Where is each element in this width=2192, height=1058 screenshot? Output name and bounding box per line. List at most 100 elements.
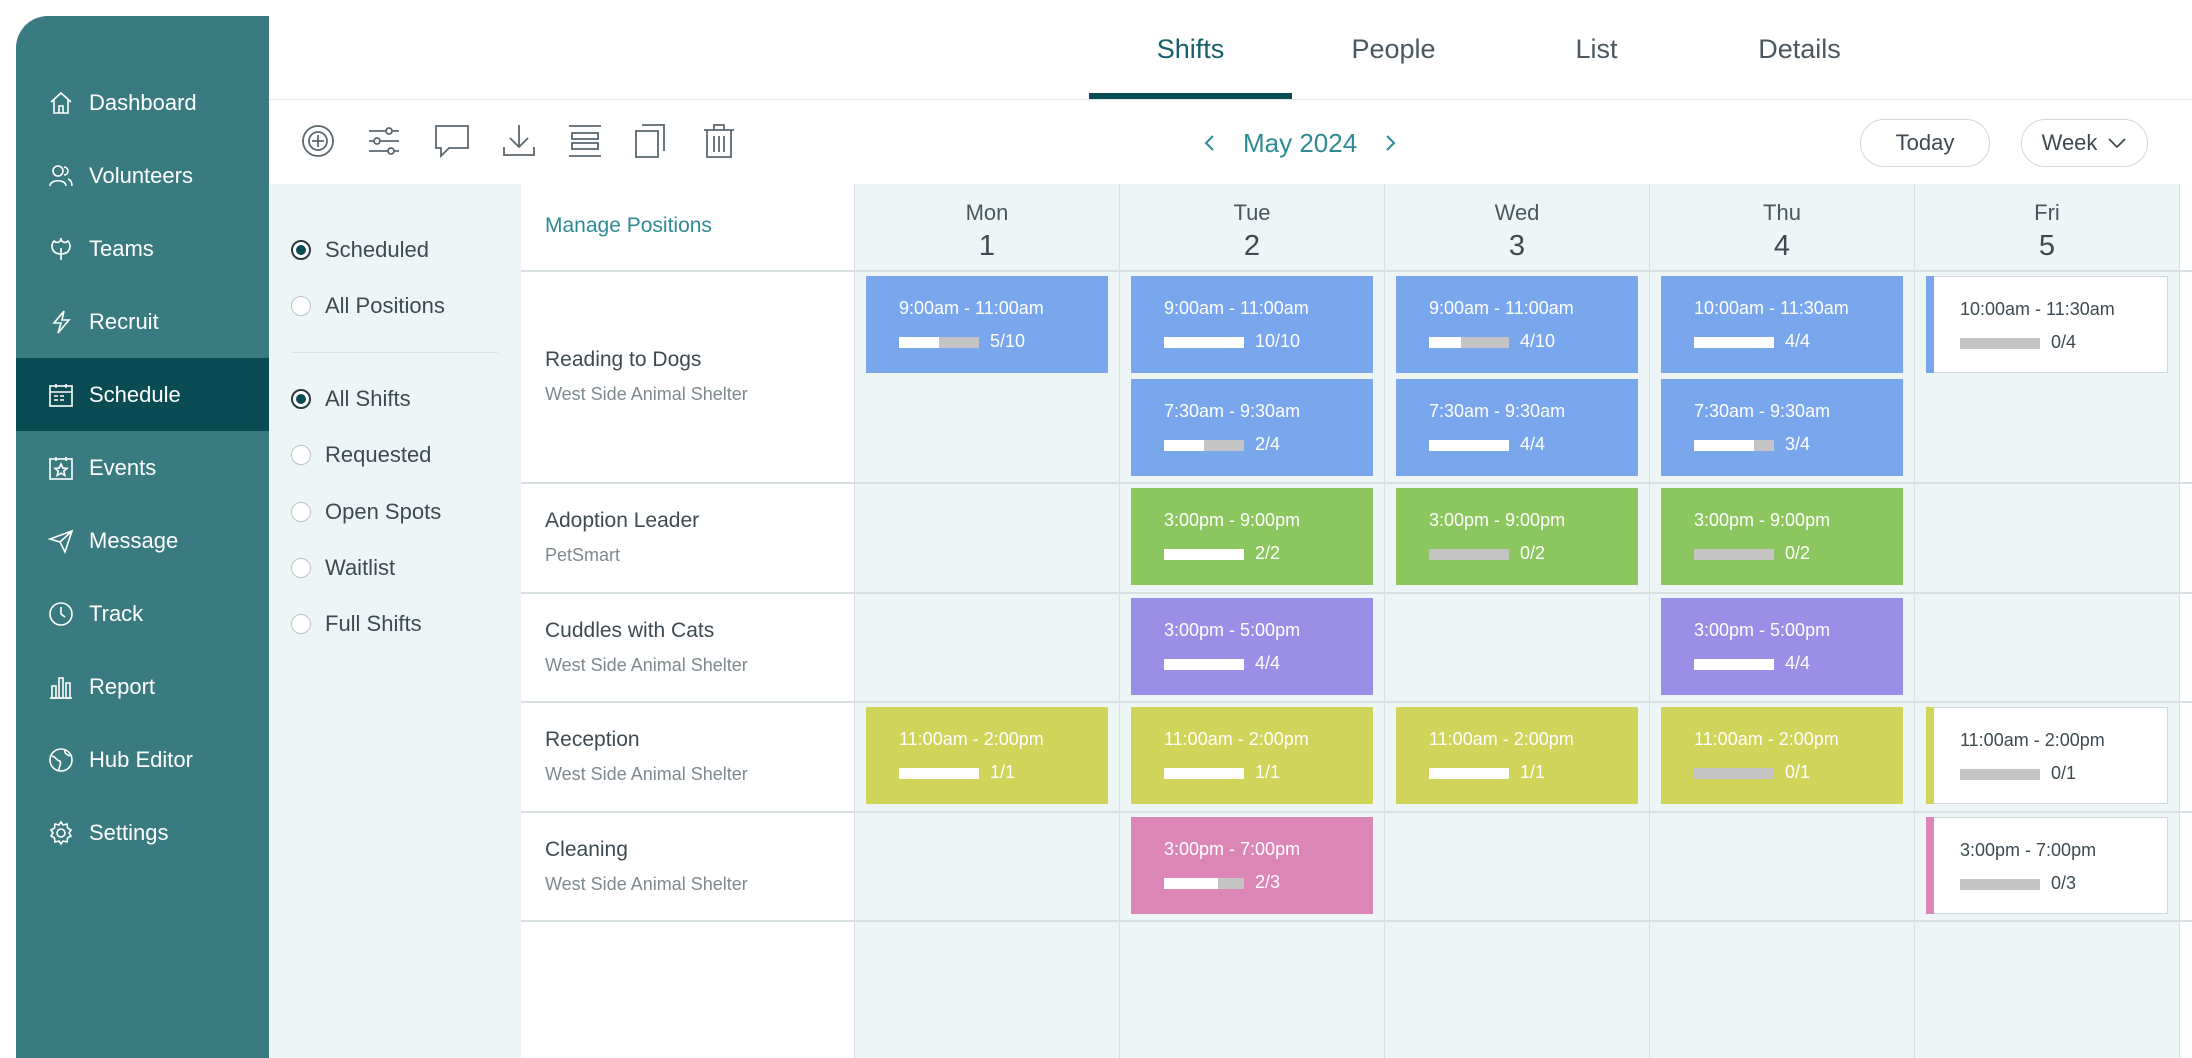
- shift-progress-bar: [899, 768, 979, 779]
- shift-card[interactable]: 3:00pm - 5:00pm 4/4: [1661, 598, 1903, 695]
- shift-progress-fill: [1429, 440, 1509, 451]
- shift-card[interactable]: 9:00am - 11:00am 5/10: [866, 276, 1108, 373]
- sidebar-item-teams[interactable]: Teams: [16, 212, 269, 285]
- shift-time: 7:30am - 9:30am: [1429, 401, 1566, 421]
- filters-icon[interactable]: [365, 121, 403, 161]
- shift-card[interactable]: 7:30am - 9:30am 3/4: [1661, 379, 1903, 476]
- sidebar-item-dashboard[interactable]: Dashboard: [16, 66, 269, 139]
- filter-scheduled[interactable]: Scheduled: [291, 235, 429, 265]
- shift-card[interactable]: 7:30am - 9:30am 4/4: [1396, 379, 1638, 476]
- add-shift-icon[interactable]: [299, 121, 337, 161]
- chevron-left-icon[interactable]: [1195, 123, 1225, 163]
- shift-card[interactable]: 3:00pm - 7:00pm 0/3: [1925, 816, 2168, 914]
- shift-count: 4/10: [1520, 331, 1556, 351]
- filter-waitlist[interactable]: Waitlist: [291, 553, 395, 583]
- view-tabs: Shifts People List Details: [269, 0, 2192, 100]
- shift-card[interactable]: 3:00pm - 9:00pm 0/2: [1396, 488, 1638, 585]
- shift-time: 3:00pm - 9:00pm: [1694, 510, 1831, 530]
- position-location: PetSmart: [545, 545, 621, 565]
- row-divider: [521, 811, 2192, 813]
- shift-count: 10/10: [1255, 331, 1301, 351]
- align-icon[interactable]: [566, 121, 604, 161]
- shift-time: 7:30am - 9:30am: [1694, 401, 1831, 421]
- day-number: 2: [1243, 230, 1261, 262]
- shift-progress-bar: [1694, 337, 1774, 348]
- sidebar-item-recruit[interactable]: Recruit: [16, 285, 269, 358]
- download-icon[interactable]: [500, 121, 538, 161]
- tab-shifts[interactable]: Shifts: [1156, 34, 1225, 64]
- shift-card[interactable]: 9:00am - 11:00am 10/10: [1131, 276, 1373, 373]
- shift-count: 1/1: [1255, 762, 1281, 782]
- shift-time: 9:00am - 11:00am: [899, 298, 1044, 318]
- schedule-grid: Manage Positions Reading to Dogs West Si…: [521, 184, 2192, 1058]
- radio[interactable]: [291, 502, 311, 522]
- shift-card[interactable]: 11:00am - 2:00pm 0/1: [1925, 706, 2168, 804]
- chevron-right-icon[interactable]: [1375, 123, 1405, 163]
- row-divider: [521, 701, 2192, 703]
- shift-progress-fill: [1164, 337, 1244, 348]
- shift-progress-fill: [1164, 768, 1244, 779]
- filter-requested[interactable]: Requested: [291, 440, 431, 470]
- sidebar-item-report[interactable]: Report: [16, 650, 269, 723]
- radio[interactable]: [291, 445, 311, 465]
- filter-open-spots[interactable]: Open Spots: [291, 497, 441, 527]
- filter-label: All Shifts: [325, 386, 411, 411]
- comment-icon[interactable]: [433, 121, 471, 161]
- shift-card[interactable]: 11:00am - 2:00pm 1/1: [1131, 707, 1373, 804]
- tab-people[interactable]: People: [1351, 34, 1436, 64]
- shift-card[interactable]: 11:00am - 2:00pm 1/1: [1396, 707, 1638, 804]
- view-select[interactable]: Week: [2021, 119, 2148, 167]
- shift-card[interactable]: 7:30am - 9:30am 2/4: [1131, 379, 1373, 476]
- position-name: Cleaning: [545, 838, 628, 861]
- shift-card[interactable]: 3:00pm - 9:00pm 2/2: [1131, 488, 1373, 585]
- shift-card[interactable]: 11:00am - 2:00pm 0/1: [1661, 707, 1903, 804]
- tab-details[interactable]: Details: [1758, 34, 1841, 64]
- globe-icon: [48, 747, 74, 773]
- shift-card[interactable]: 3:00pm - 7:00pm 2/3: [1131, 817, 1373, 914]
- star-calendar-icon: [48, 455, 74, 481]
- trash-icon[interactable]: [700, 121, 738, 161]
- shift-card[interactable]: 10:00am - 11:30am 0/4: [1925, 275, 2168, 373]
- shift-progress-bar: [1694, 768, 1774, 779]
- radio[interactable]: [291, 296, 311, 316]
- sidebar-item-events[interactable]: Events: [16, 431, 269, 504]
- shift-card[interactable]: 11:00am - 2:00pm 1/1: [866, 707, 1108, 804]
- shift-progress-fill: [1694, 659, 1774, 670]
- sidebar-item-label: Schedule: [89, 381, 181, 407]
- sidebar-item-hub-editor[interactable]: Hub Editor: [16, 723, 269, 796]
- people-icon: [48, 163, 74, 189]
- filter-full-shifts[interactable]: Full Shifts: [291, 609, 422, 639]
- shift-card[interactable]: 9:00am - 11:00am 4/10: [1396, 276, 1638, 373]
- shift-card[interactable]: 10:00am - 11:30am 4/4: [1661, 276, 1903, 373]
- shift-card[interactable]: 3:00pm - 9:00pm 0/2: [1661, 488, 1903, 585]
- shift-time: 11:00am - 2:00pm: [899, 729, 1044, 749]
- shift-progress-fill: [899, 768, 979, 779]
- shift-progress-bar: [1164, 768, 1244, 779]
- sidebar-item-settings[interactable]: Settings: [16, 796, 269, 869]
- current-month: May 2024: [1243, 127, 1358, 158]
- radio[interactable]: [291, 614, 311, 634]
- today-button[interactable]: Today: [1860, 119, 1990, 167]
- sidebar-item-label: Hub Editor: [89, 746, 193, 772]
- filter-all-shifts[interactable]: All Shifts: [291, 384, 411, 414]
- radio-selected[interactable]: [291, 389, 311, 409]
- tab-list[interactable]: List: [1575, 34, 1618, 64]
- sidebar-item-volunteers[interactable]: Volunteers: [16, 139, 269, 212]
- shift-time: 11:00am - 2:00pm: [1429, 729, 1574, 749]
- filter-all-positions[interactable]: All Positions: [291, 291, 445, 321]
- shift-time: 3:00pm - 7:00pm: [1960, 840, 2097, 860]
- shift-count: 1/1: [990, 762, 1016, 782]
- shift-progress-bar: [1694, 549, 1774, 560]
- sidebar-item-track[interactable]: Track: [16, 577, 269, 650]
- shift-progress-bar: [1164, 337, 1244, 348]
- row-divider: [521, 920, 2192, 922]
- radio[interactable]: [291, 558, 311, 578]
- lightning-icon: [48, 309, 74, 335]
- manage-positions-link[interactable]: Manage Positions: [545, 214, 712, 237]
- radio-selected[interactable]: [291, 240, 311, 260]
- sidebar-item-message[interactable]: Message: [16, 504, 269, 577]
- copy-icon[interactable]: [632, 121, 670, 161]
- day-number: 1: [978, 230, 996, 262]
- sidebar-item-schedule[interactable]: Schedule: [16, 358, 269, 431]
- shift-card[interactable]: 3:00pm - 5:00pm 4/4: [1131, 598, 1373, 695]
